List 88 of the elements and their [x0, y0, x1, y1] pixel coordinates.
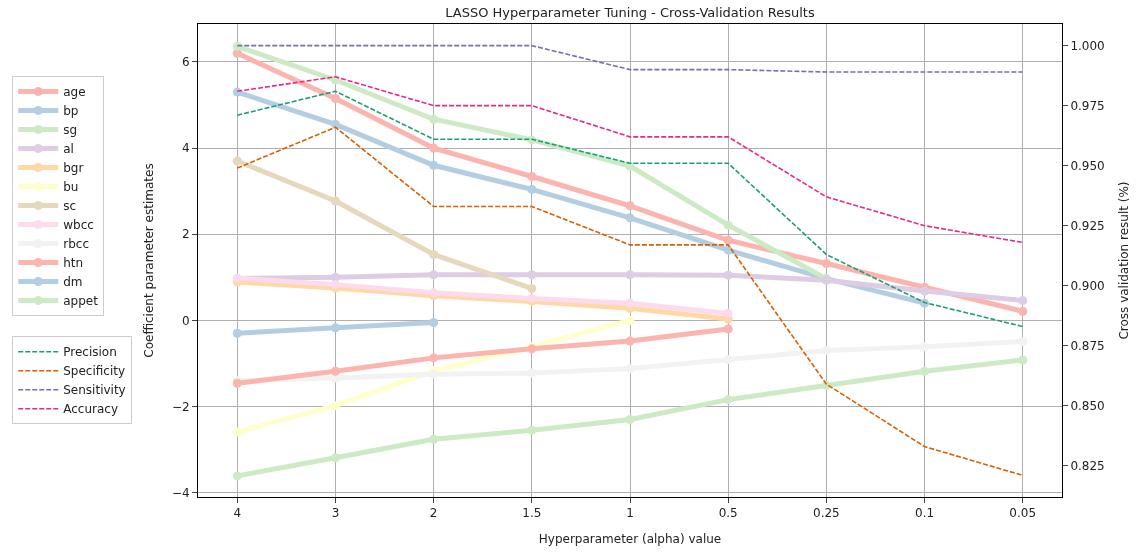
y-tick-label: 0	[181, 313, 190, 328]
point	[1018, 306, 1028, 316]
y2-tick-label: 0.975	[1070, 98, 1105, 113]
x-tick-label: 2	[429, 506, 438, 521]
legend-label: wbcc	[63, 218, 94, 233]
point	[429, 249, 439, 259]
legend-label: appet	[63, 294, 99, 309]
point	[429, 143, 439, 153]
point	[527, 172, 537, 181]
x-tick-label: 0.05	[1009, 506, 1037, 521]
point	[429, 434, 439, 444]
point	[429, 353, 439, 363]
point	[723, 395, 733, 405]
point	[625, 270, 635, 280]
y-tick-label: 2	[181, 227, 190, 242]
point	[429, 318, 439, 328]
y2-axis-title: Cross validation result (%)	[1116, 181, 1131, 340]
point	[330, 94, 340, 104]
point	[821, 259, 831, 269]
point	[232, 41, 242, 51]
legend-label: age	[63, 85, 86, 100]
x-tick-label: 3	[331, 506, 340, 521]
point	[232, 328, 242, 338]
point	[1018, 355, 1028, 365]
point	[625, 336, 635, 346]
x-tick-label: 0.5	[718, 506, 738, 521]
legend-label: Accuracy	[63, 402, 119, 417]
point	[429, 160, 439, 170]
point	[527, 284, 537, 293]
x-tick-label: 1.5	[522, 506, 542, 521]
point	[723, 270, 733, 280]
legend-label: rbcc	[63, 237, 89, 252]
point	[232, 427, 242, 437]
point	[625, 201, 635, 211]
point	[527, 184, 537, 194]
point	[1018, 336, 1028, 346]
legend-label: dm	[63, 275, 83, 290]
point	[527, 270, 537, 280]
point	[330, 119, 340, 129]
point	[429, 114, 439, 124]
x-tick-label: 0.25	[813, 506, 840, 521]
y-tick-label: 4	[181, 141, 190, 156]
legend-label: bu	[63, 180, 79, 195]
point	[920, 366, 930, 376]
x-tick-label: 1	[626, 506, 634, 521]
point	[723, 308, 733, 318]
y-tick-label: −4	[171, 485, 190, 500]
y2-tick-label: 1.000	[1070, 38, 1105, 53]
x-tick-label: 0.1	[915, 506, 935, 521]
y2-tick-label: 0.900	[1070, 278, 1105, 293]
line-series	[236, 90, 1024, 328]
chart-title: LASSO Hyperparameter Tuning - Cross-Validation Results	[445, 5, 815, 21]
point	[330, 323, 340, 333]
y2-tick-label: 0.925	[1070, 218, 1105, 233]
legend-label: htn	[63, 256, 84, 271]
point	[330, 401, 340, 411]
point	[723, 235, 733, 245]
x-tick-label: 4	[233, 506, 242, 521]
point	[232, 471, 242, 481]
point	[330, 453, 340, 463]
point	[723, 324, 733, 334]
y2-tick-label: 0.950	[1070, 158, 1105, 173]
y2-tick-label: 0.850	[1070, 398, 1105, 413]
legend-label: al	[63, 142, 74, 157]
y-tick-label: −2	[171, 399, 190, 414]
point	[330, 366, 340, 376]
legend-label: sc	[63, 199, 77, 214]
y2-tick-label: 0.875	[1070, 338, 1105, 353]
legend-label: bgr	[63, 161, 84, 176]
legend-label: Specificity	[63, 364, 126, 379]
legend-label: Sensitivity	[63, 383, 126, 398]
point	[625, 213, 635, 223]
legend-label: Precision	[63, 345, 117, 360]
point	[625, 414, 635, 424]
point	[429, 270, 439, 280]
y-axis-title: Coefficient parameter estimates	[142, 163, 157, 358]
point	[625, 298, 635, 308]
y-tick-label: 6	[181, 55, 190, 70]
x-axis-title: Hyperparameter (alpha) value	[538, 532, 722, 547]
point	[232, 156, 242, 166]
point	[330, 196, 340, 206]
point	[723, 220, 733, 230]
point	[1018, 296, 1028, 306]
legend-label: bp	[63, 104, 79, 119]
y2-tick-label: 0.825	[1070, 458, 1105, 473]
point	[527, 425, 537, 435]
legend-label: sg	[63, 123, 78, 138]
point	[625, 315, 635, 325]
